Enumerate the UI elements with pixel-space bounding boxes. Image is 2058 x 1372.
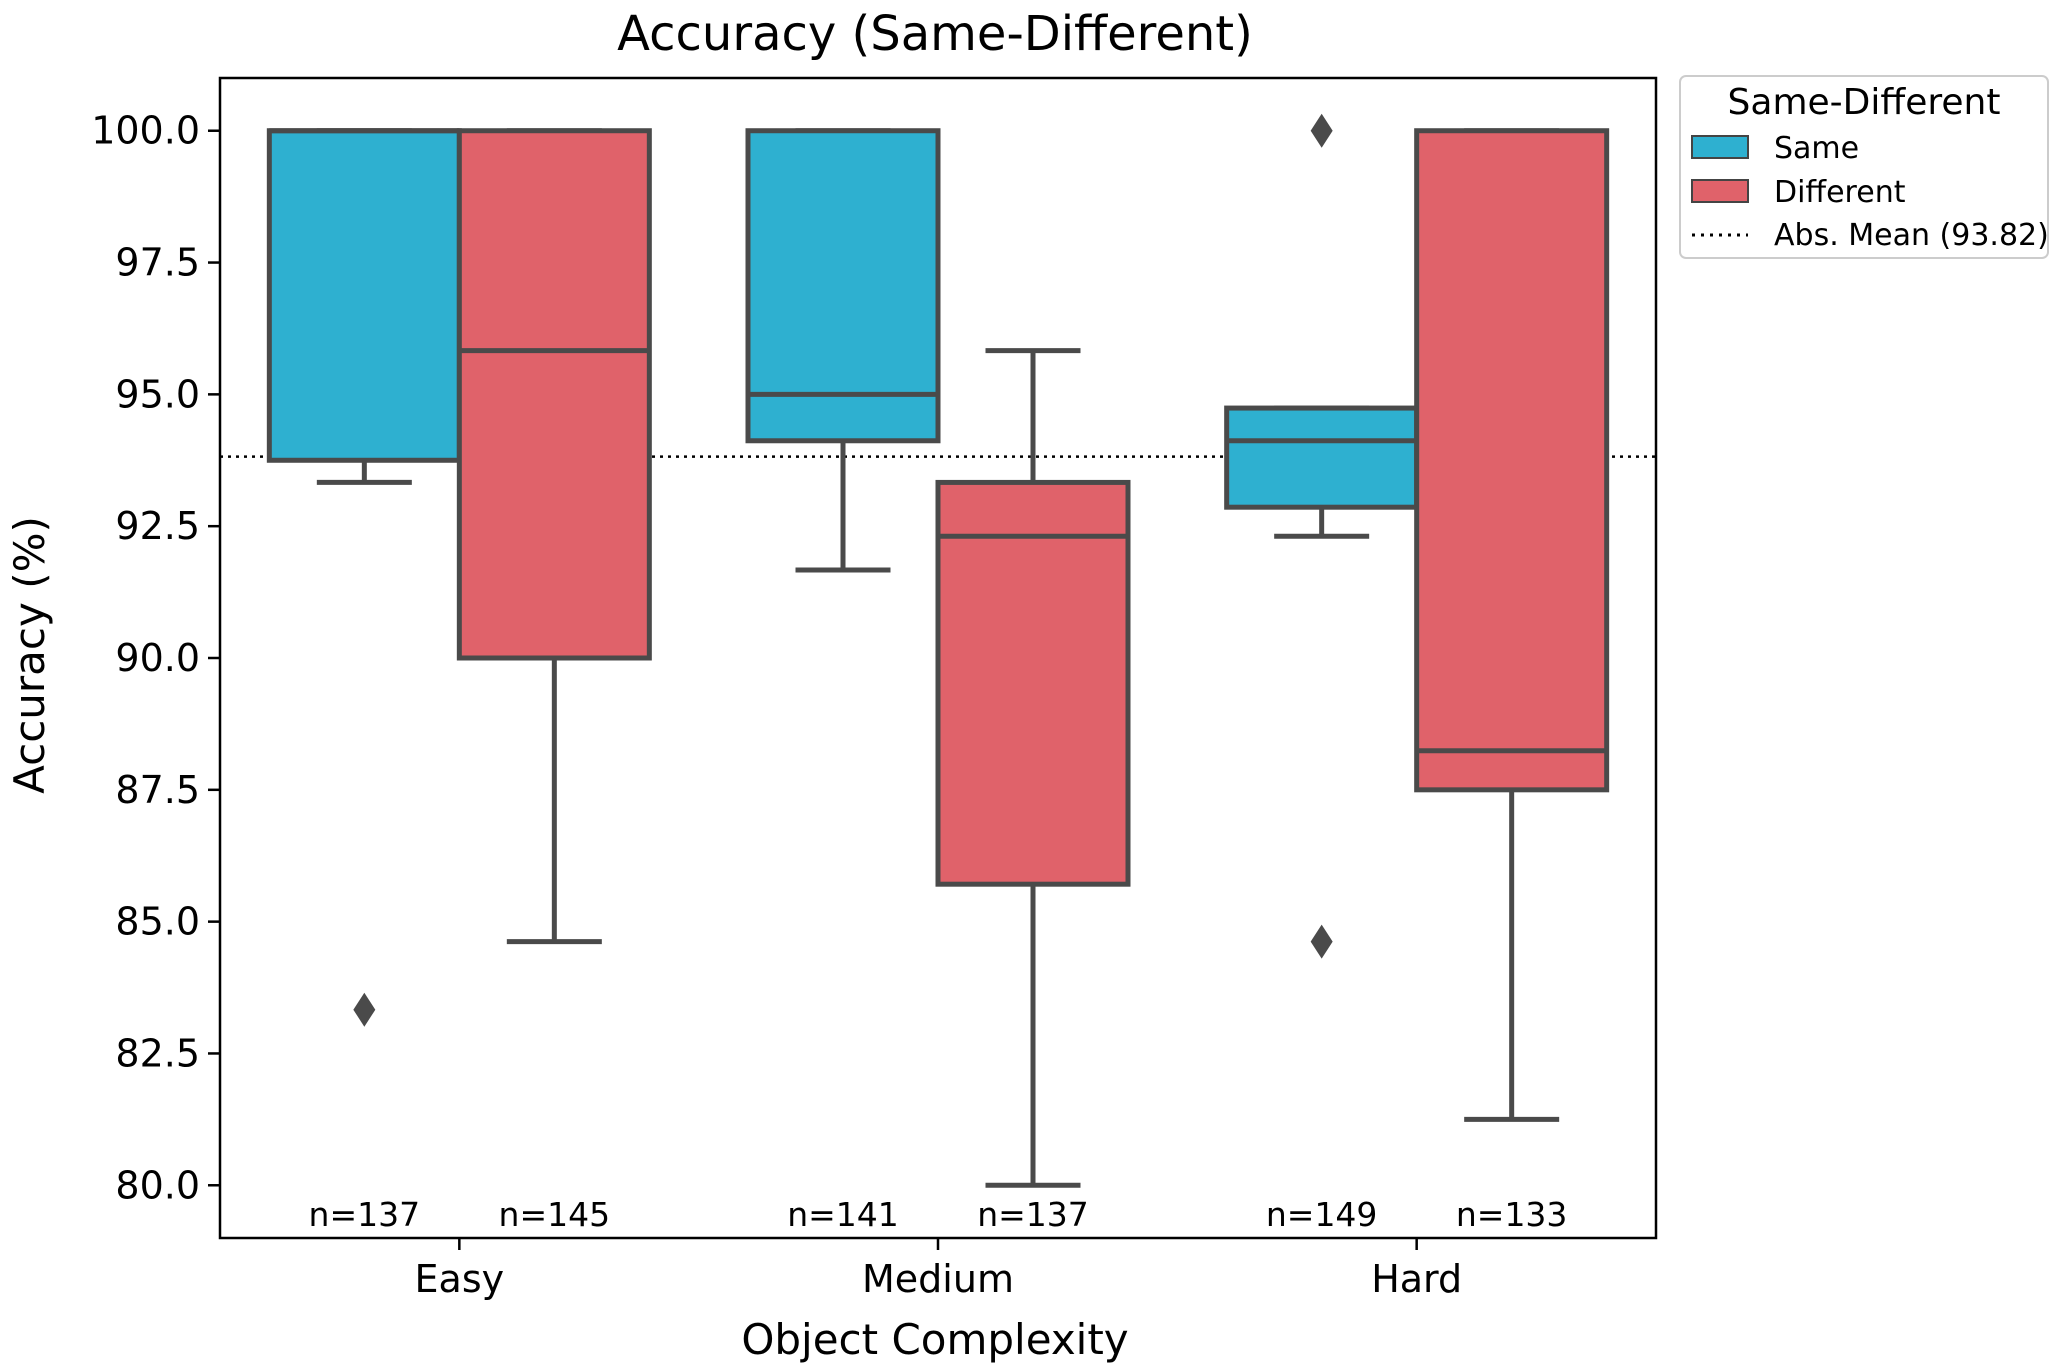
box-same-easy <box>266 128 462 463</box>
n-label-different-medium: n=137 <box>977 1195 1089 1234</box>
x-tick-label-medium: Medium <box>862 1257 1014 1301</box>
box-different-easy <box>456 128 652 661</box>
y-tick-label: 82.5 <box>115 1031 200 1075</box>
box-different-medium <box>935 479 1131 887</box>
y-tick-label: 80.0 <box>115 1163 200 1207</box>
box-same-hard <box>1224 405 1420 510</box>
n-label-different-easy: n=145 <box>499 1195 611 1234</box>
y-tick-label: 95.0 <box>115 372 200 416</box>
legend-frame <box>1679 75 2049 259</box>
legend-label-mean: Abs. Mean (93.82) <box>1774 218 2049 253</box>
legend-label-different: Different <box>1774 175 1906 210</box>
x-axis-label: Object Complexity <box>741 1315 1128 1364</box>
n-label-same-medium: n=141 <box>787 1195 899 1234</box>
y-axis-label: Accuracy (%) <box>5 516 54 794</box>
outlier-same-easy-0 <box>353 992 376 1027</box>
legend-swatch-different <box>1691 179 1749 203</box>
legend-title: Same-Different <box>1728 82 2001 123</box>
box-different-hard <box>1414 128 1610 793</box>
outlier-same-hard-1 <box>1310 924 1333 959</box>
y-tick-label: 97.5 <box>115 241 200 285</box>
y-tick-label: 85.0 <box>115 900 200 944</box>
legend-label-same: Same <box>1774 131 1859 166</box>
n-label-different-hard: n=133 <box>1456 1195 1568 1234</box>
n-label-same-hard: n=149 <box>1266 1195 1378 1234</box>
x-tick-label-hard: Hard <box>1371 1257 1462 1301</box>
y-tick-label: 90.0 <box>115 636 200 680</box>
n-label-same-easy: n=137 <box>309 1195 421 1234</box>
y-tick-label: 100.0 <box>91 109 200 153</box>
legend: Same-Different Same Different Abs. Mean … <box>1679 75 2049 259</box>
outlier-same-hard-0 <box>1310 113 1333 148</box>
plot-area: n=137 n=141 n=149 n=145 n=137 n=133 80.0 82.5 85… <box>91 76 1658 1301</box>
legend-swatch-same <box>1691 135 1749 159</box>
chart-title: Accuracy (Same-Different) <box>617 6 1253 62</box>
box-same-medium <box>745 128 941 444</box>
y-tick-label: 92.5 <box>115 504 200 548</box>
y-tick-label: 87.5 <box>115 768 200 812</box>
x-tick-label-easy: Easy <box>415 1257 505 1301</box>
